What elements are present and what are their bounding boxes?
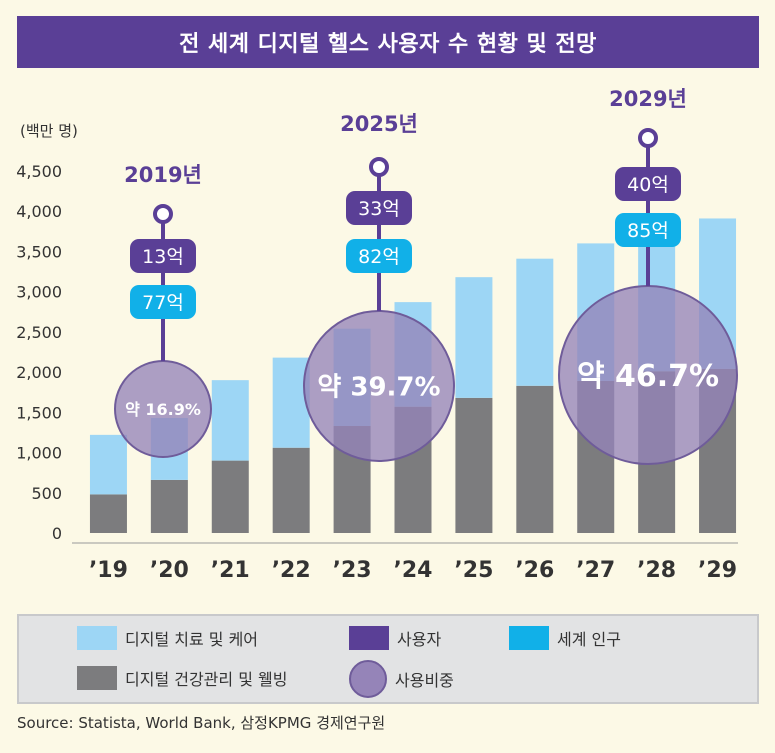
bar-wellness: [89, 494, 127, 533]
y-tick-label: 1,500: [16, 403, 62, 422]
bar-wellness: [516, 385, 554, 533]
population-badge: [615, 213, 681, 247]
legend-swatch-wellness: [77, 666, 117, 690]
bar-treatment: [272, 357, 310, 448]
x-tick-label: ’28: [637, 558, 676, 583]
population-badge: [130, 285, 196, 319]
population-value: 85억: [627, 220, 669, 242]
users-value: 13억: [142, 246, 184, 268]
users-badge: [615, 167, 681, 201]
bar-wellness: [272, 447, 310, 533]
legend-label-wellness: 디지털 건강관리 및 웰빙: [125, 670, 288, 689]
bar-wellness: [455, 397, 493, 533]
legend-swatch-users: [349, 626, 389, 650]
bar-treatment: [455, 277, 493, 398]
legend-swatch-treatment: [77, 626, 117, 650]
legend-item-users: 사용자: [349, 626, 441, 650]
callout-year: 2019년: [124, 163, 202, 187]
y-tick-label: 2,500: [16, 323, 62, 342]
y-tick-label: 4,500: [16, 162, 62, 181]
legend-item-treatment: 디지털 치료 및 케어: [77, 626, 258, 650]
y-tick-label: 1,000: [16, 444, 62, 463]
bar-wellness: [211, 460, 249, 533]
title-bar: 전 세계 디지털 헬스 사용자 수 현황 및 전망: [17, 16, 759, 68]
users-badge: [130, 239, 196, 273]
users-value: 33억: [358, 198, 400, 220]
callout-ring: [369, 157, 389, 177]
population-value: 82억: [358, 246, 400, 268]
share-value: 약 39.7%: [317, 372, 440, 402]
x-tick-label: ’29: [698, 558, 737, 583]
legend-item-share: 사용비중: [349, 660, 454, 698]
legend-label-share: 사용비중: [395, 671, 454, 690]
callout-ring: [153, 204, 173, 224]
legend-label-users: 사용자: [397, 630, 442, 649]
legend-label-population: 세계 인구: [557, 630, 621, 649]
share-value: 약 46.7%: [577, 359, 719, 394]
x-tick-label: ’20: [150, 558, 189, 583]
callout-ring: [638, 128, 658, 148]
users-badge: [346, 191, 412, 225]
x-tick-label: ’24: [394, 558, 433, 583]
callout-year: 2029년: [609, 87, 687, 111]
x-tick-label: ’22: [272, 558, 311, 583]
x-tick-label: ’27: [576, 558, 615, 583]
bar-wellness: [150, 479, 188, 533]
population-value: 77억: [142, 292, 184, 314]
y-axis-unit: (백만 명): [20, 122, 78, 140]
chart-title: 전 세계 디지털 헬스 사용자 수 현황 및 전망: [179, 32, 597, 57]
legend-label-treatment: 디지털 치료 및 케어: [125, 630, 259, 649]
y-tick-label: 500: [31, 484, 62, 503]
legend-swatch-population: [509, 626, 549, 650]
bar-treatment: [89, 434, 127, 495]
x-tick-label: ’19: [89, 558, 128, 583]
population-badge: [346, 239, 412, 273]
y-tick-label: 3,000: [16, 283, 62, 302]
source-note: Source: Statista, World Bank, 삼정KPMG 경제연…: [17, 714, 386, 732]
share-value: 약 16.9%: [125, 400, 201, 419]
y-tick-label: 0: [52, 524, 62, 543]
legend-swatch-share: [349, 660, 387, 698]
y-tick-label: 3,500: [16, 242, 62, 261]
legend: 디지털 치료 및 케어 사용자 세계 인구 디지털 건강관리 및 웰빙 사용비중: [17, 614, 759, 704]
chart: 0 500 1,000 1,500 2,000 2,500 3,000 3,500 4,000 4…: [16, 87, 738, 583]
x-tick-label: ’25: [454, 558, 493, 583]
x-tick-label: ’26: [515, 558, 554, 583]
callout-year: 2025년: [340, 112, 418, 136]
x-tick-label: ’21: [211, 558, 250, 583]
legend-item-wellness: 디지털 건강관리 및 웰빙: [77, 666, 287, 690]
bar-treatment: [211, 380, 249, 461]
y-tick-label: 2,000: [16, 363, 62, 382]
bar-treatment: [516, 258, 554, 386]
y-tick-label: 4,000: [16, 202, 62, 221]
legend-item-population: 세계 인구: [509, 626, 621, 650]
x-tick-label: ’23: [333, 558, 372, 583]
users-value: 40억: [627, 174, 669, 196]
